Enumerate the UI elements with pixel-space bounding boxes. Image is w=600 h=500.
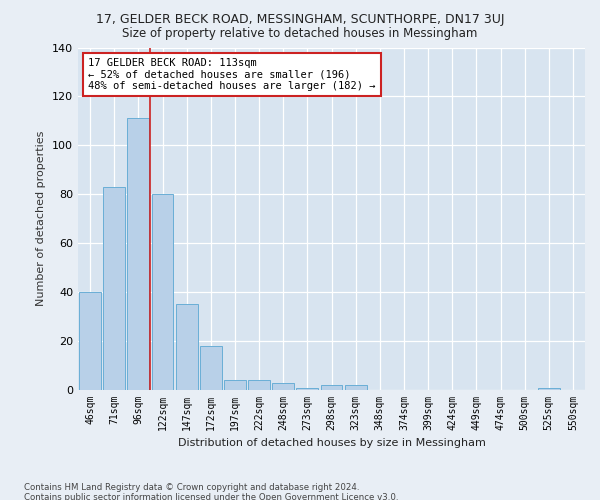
Bar	[176, 304, 197, 390]
Text: Contains HM Land Registry data © Crown copyright and database right 2024.
Contai: Contains HM Land Registry data © Crown c…	[24, 482, 398, 500]
Bar	[538, 388, 560, 390]
Bar	[103, 187, 125, 390]
Text: 17 GELDER BECK ROAD: 113sqm
← 52% of detached houses are smaller (196)
48% of se: 17 GELDER BECK ROAD: 113sqm ← 52% of det…	[88, 58, 376, 91]
X-axis label: Distribution of detached houses by size in Messingham: Distribution of detached houses by size …	[178, 438, 485, 448]
Bar	[248, 380, 270, 390]
Bar	[224, 380, 246, 390]
Bar	[272, 382, 294, 390]
Bar	[345, 385, 367, 390]
Bar	[320, 385, 343, 390]
Y-axis label: Number of detached properties: Number of detached properties	[37, 131, 46, 306]
Bar	[79, 292, 101, 390]
Bar	[200, 346, 221, 390]
Bar	[152, 194, 173, 390]
Text: 17, GELDER BECK ROAD, MESSINGHAM, SCUNTHORPE, DN17 3UJ: 17, GELDER BECK ROAD, MESSINGHAM, SCUNTH…	[96, 12, 504, 26]
Bar	[296, 388, 318, 390]
Bar	[127, 118, 149, 390]
Text: Size of property relative to detached houses in Messingham: Size of property relative to detached ho…	[122, 28, 478, 40]
